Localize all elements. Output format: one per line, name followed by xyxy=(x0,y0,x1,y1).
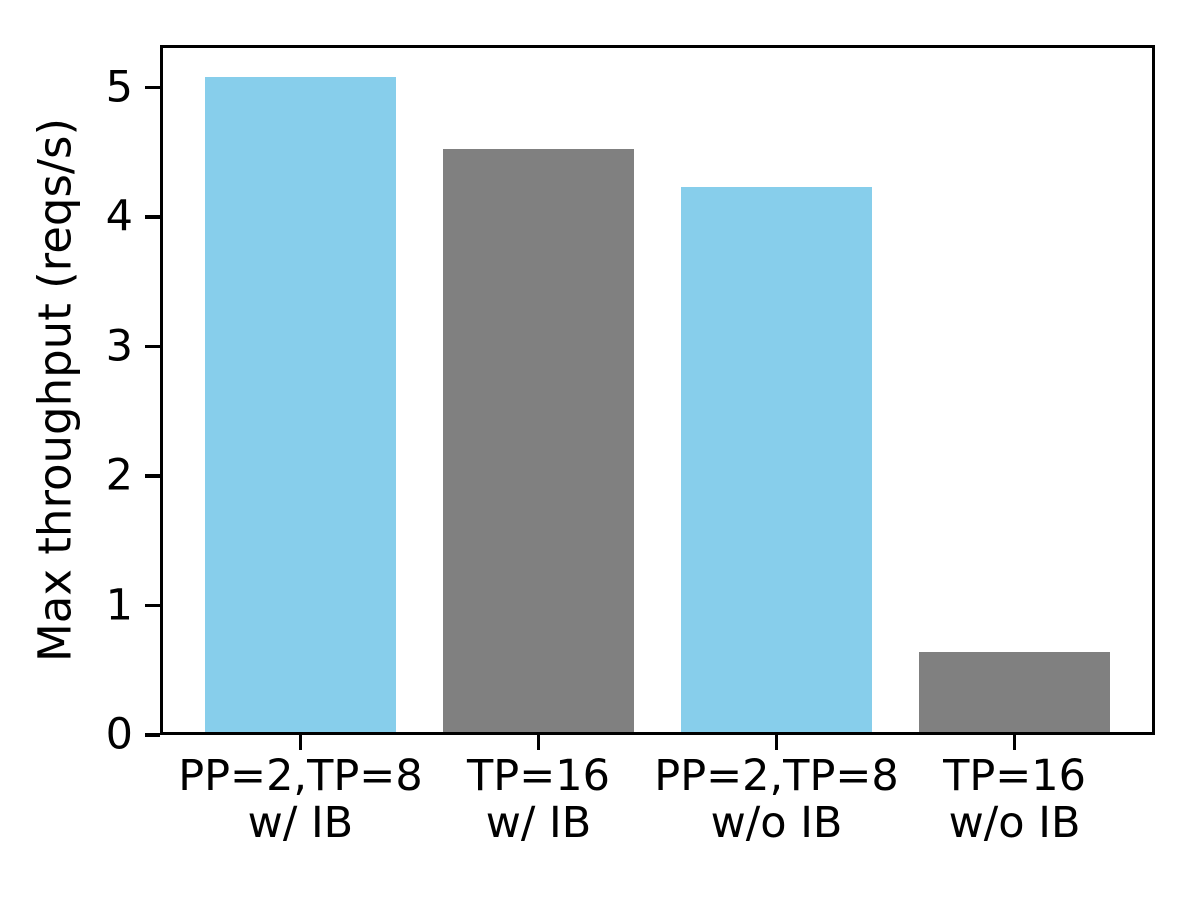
bar xyxy=(443,148,634,735)
x-tick-label-line: w/o IB xyxy=(710,798,843,848)
y-tick-label: 2 xyxy=(105,450,133,501)
x-tick xyxy=(1012,735,1017,750)
y-tick xyxy=(145,85,160,90)
y-tick xyxy=(145,215,160,219)
x-tick xyxy=(298,735,303,750)
y-tick xyxy=(145,733,160,737)
x-tick-label: TP=16 w/ IB xyxy=(467,753,610,847)
y-tick-label: 4 xyxy=(105,191,133,242)
bar xyxy=(919,652,1110,735)
y-tick-label: 5 xyxy=(105,62,133,113)
x-tick-label: PP=2,TP=8 w/ IB xyxy=(178,753,423,847)
x-tick-label-line: PP=2,TP=8 xyxy=(654,751,899,801)
bar xyxy=(681,187,872,735)
bar xyxy=(205,77,396,735)
y-tick xyxy=(145,603,160,608)
x-tick-label-line: TP=16 xyxy=(943,751,1087,801)
y-tick-label: 0 xyxy=(105,709,133,760)
x-tick xyxy=(774,735,779,750)
y-tick xyxy=(145,474,160,478)
y-tick-label: 3 xyxy=(105,321,133,372)
x-tick-label-line: w/o IB xyxy=(948,798,1081,848)
x-tick-label-line: w/ IB xyxy=(247,798,354,848)
x-tick-label: PP=2,TP=8 w/o IB xyxy=(654,753,899,847)
x-tick-label-line: w/ IB xyxy=(485,798,592,848)
x-tick xyxy=(536,735,541,750)
y-tick xyxy=(145,344,160,349)
x-tick-label: TP=16 w/o IB xyxy=(943,753,1086,847)
y-tick-label: 1 xyxy=(105,580,133,631)
x-tick-label-line: PP=2,TP=8 xyxy=(178,751,423,801)
x-tick-label-line: TP=16 xyxy=(466,751,610,801)
